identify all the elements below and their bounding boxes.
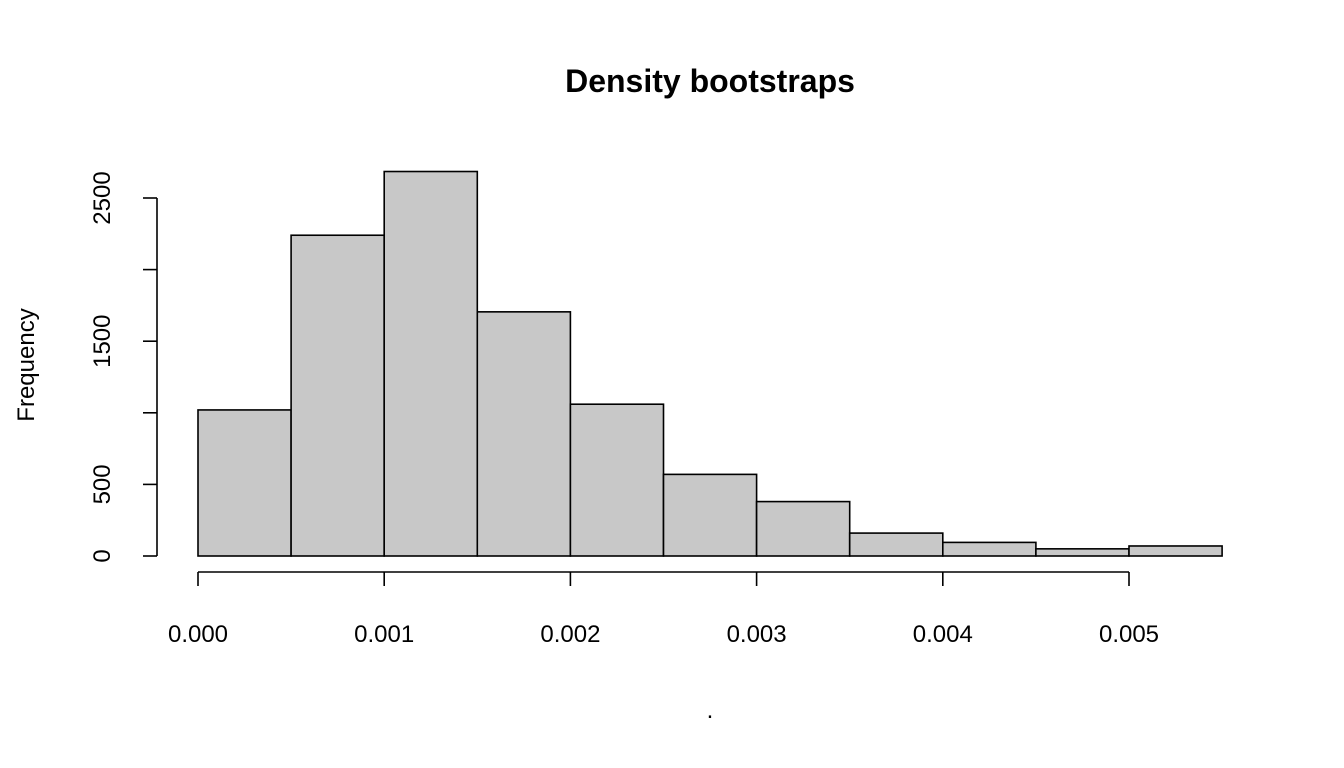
bars-group (197, 170, 1223, 557)
histogram-bar (383, 170, 479, 557)
histogram-bar (848, 532, 944, 557)
histogram-bar (1035, 548, 1130, 557)
histogram-bar (476, 311, 572, 557)
x-tick-label: 0.000 (168, 621, 228, 648)
histogram-bar (662, 473, 758, 557)
x-tick-label: 0.002 (540, 621, 600, 648)
histogram-bar (290, 234, 386, 557)
histogram-bar (569, 403, 665, 557)
histogram-bar (941, 541, 1037, 557)
y-tick-label: 500 (89, 464, 116, 504)
chart-title: Density bootstraps (565, 63, 855, 99)
y-axis: 0 500 1500 2500 (89, 171, 158, 563)
x-tick-label: 0.005 (1099, 621, 1159, 648)
histogram-bar (197, 409, 292, 557)
y-tick-label: 0 (89, 549, 116, 562)
y-tick-label: 1500 (89, 315, 116, 368)
x-tick-label: 0.001 (354, 621, 414, 648)
histogram-bar (755, 500, 851, 557)
x-tick-label: 0.003 (727, 621, 787, 648)
histogram-bar (1128, 545, 1223, 557)
x-axis: 0.000 0.001 0.002 0.003 0.004 0.005 (168, 571, 1159, 648)
y-tick-label: 2500 (89, 171, 116, 224)
x-axis-label: . (707, 697, 714, 724)
x-tick-label: 0.004 (913, 621, 973, 648)
y-axis-label: Frequency (13, 308, 40, 421)
